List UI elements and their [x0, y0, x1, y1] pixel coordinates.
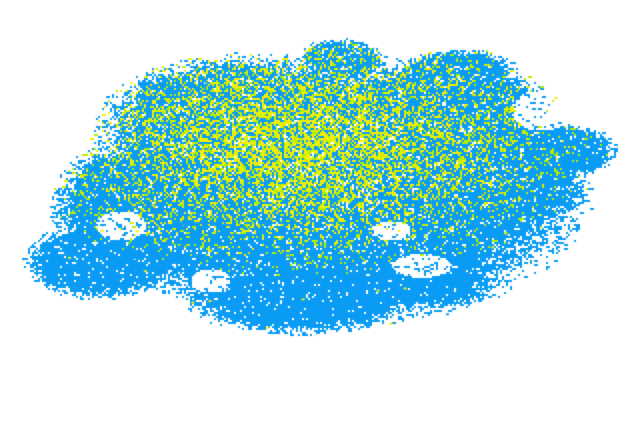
speckled-cloud-image [0, 0, 640, 427]
